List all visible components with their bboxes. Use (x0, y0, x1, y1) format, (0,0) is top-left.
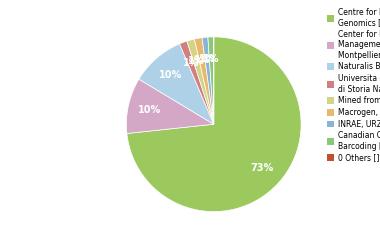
Text: 1%: 1% (182, 58, 199, 68)
Wedge shape (202, 37, 214, 124)
Text: 1%: 1% (199, 54, 215, 64)
Text: 10%: 10% (138, 105, 162, 115)
Legend: Centre for Biodiversity
Genomics [206], Center for Biology and
Management of Pop: Centre for Biodiversity Genomics [206], … (327, 8, 380, 162)
Wedge shape (208, 37, 214, 124)
Text: 73%: 73% (251, 163, 274, 173)
Wedge shape (187, 39, 214, 124)
Text: 1%: 1% (194, 55, 211, 65)
Wedge shape (195, 38, 214, 124)
Wedge shape (127, 79, 214, 133)
Text: 10%: 10% (159, 70, 182, 80)
Wedge shape (127, 37, 301, 212)
Text: 1%: 1% (188, 56, 205, 66)
Text: 1%: 1% (203, 54, 220, 64)
Wedge shape (139, 44, 214, 124)
Wedge shape (179, 41, 214, 124)
